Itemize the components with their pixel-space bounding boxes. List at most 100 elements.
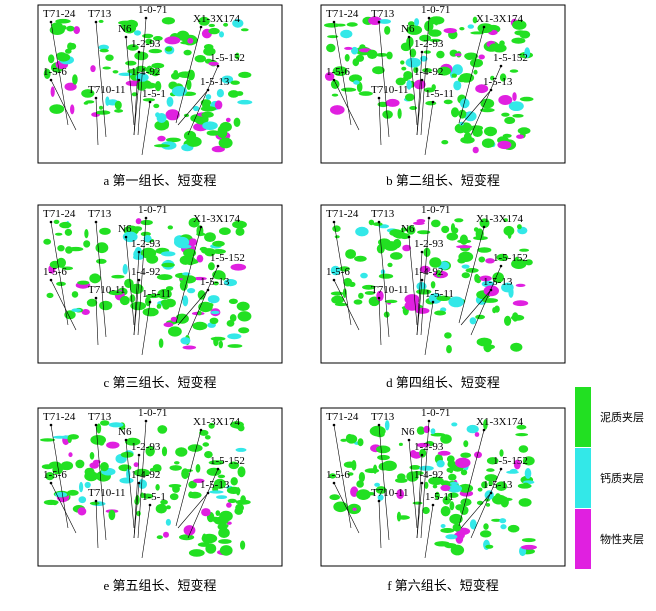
facies-patch [437, 66, 451, 76]
facies-patch [518, 498, 532, 507]
facies-patch [155, 503, 167, 514]
well-point [49, 423, 53, 427]
well-label: X1-3X174 [476, 213, 524, 225]
well-label: 1-2-93 [131, 238, 161, 250]
facies-patch [472, 59, 482, 63]
facies-patch [334, 302, 348, 307]
facies-patch [360, 272, 368, 279]
well-label: T713 [371, 208, 395, 220]
facies-patch [395, 478, 408, 483]
facies-patch [98, 19, 104, 23]
facies-patch [345, 249, 356, 259]
well-trace [177, 89, 209, 126]
well-point [124, 438, 128, 442]
facies-patch [136, 510, 141, 517]
facies-patch [175, 447, 188, 457]
facies-patch [521, 538, 536, 543]
well-point [377, 20, 381, 24]
facies-patch [55, 18, 71, 24]
well-point [94, 423, 98, 427]
facies-patch [384, 420, 390, 431]
facies-patch [400, 60, 405, 65]
well-point [489, 88, 493, 92]
facies-patch [479, 218, 490, 228]
facies-patch [156, 274, 173, 281]
well-label: 1-0-71 [421, 407, 450, 419]
well-trace [420, 217, 430, 336]
facies-patch [518, 445, 529, 453]
facies-patch [142, 493, 154, 499]
facies-patch [494, 305, 500, 313]
facies-patch [475, 228, 484, 240]
facies-patch [221, 75, 234, 84]
facies-patch [165, 518, 171, 526]
facies-patch [341, 87, 357, 92]
facies-patch [240, 28, 249, 32]
facies-patch [416, 442, 430, 448]
facies-patch [356, 81, 363, 93]
well-point [49, 220, 53, 224]
well-label: N6 [118, 426, 132, 438]
facies-patch [432, 484, 438, 489]
facies-patch [232, 18, 244, 28]
well-label: 1-5-152 [210, 52, 245, 64]
well-trace [470, 65, 502, 136]
facies-patch [451, 107, 459, 118]
well-point [482, 225, 486, 229]
well-point [427, 419, 431, 423]
facies-patch [402, 244, 411, 252]
facies-patch [48, 54, 55, 64]
facies-patch [466, 424, 479, 434]
facies-patch [198, 16, 210, 26]
facies-patch [81, 309, 90, 315]
facies-patch [73, 26, 80, 35]
facies-patch [66, 489, 79, 496]
facies-patch [66, 25, 75, 32]
facies-patch [499, 40, 505, 47]
well-point [94, 96, 98, 100]
well-point [332, 278, 336, 282]
facies-patch [440, 484, 451, 492]
facies-patch [217, 474, 226, 479]
facies-patch [324, 23, 340, 28]
facies-patch [474, 273, 480, 283]
well-label: 1-5-11 [425, 491, 454, 503]
facies-patch [134, 51, 149, 61]
facies-patch [125, 437, 141, 446]
facies-patch [446, 345, 452, 354]
facies-patch [61, 25, 67, 30]
facies-patch [357, 438, 364, 447]
facies-patch [131, 92, 138, 97]
facies-patch [460, 452, 472, 458]
facies-patch [226, 502, 232, 508]
facies-patch [492, 272, 504, 283]
facies-patch [187, 444, 203, 452]
facies-patch [384, 26, 391, 35]
facies-patch [158, 338, 164, 348]
well-label: 1-5-13 [200, 276, 230, 288]
facies-patch [89, 462, 99, 469]
facies-patch [463, 132, 472, 143]
facies-patch [217, 125, 226, 137]
facies-patch [340, 29, 353, 39]
facies-patch [354, 255, 367, 262]
facies-patch [483, 419, 488, 430]
facies-patch [358, 472, 365, 483]
facies-patch [344, 54, 350, 62]
panel-caption: a 第一组长、短变程 [103, 173, 216, 188]
facies-patch [372, 222, 383, 226]
well-trace [50, 279, 77, 331]
facies-patch [114, 100, 122, 110]
facies-patch [201, 111, 214, 118]
facies-patch [180, 337, 191, 345]
facies-patch [469, 317, 477, 325]
facies-patch [489, 43, 502, 51]
facies-patch [142, 307, 159, 317]
facies-patch [208, 262, 215, 271]
facies-patch [452, 64, 463, 76]
facies-patch [460, 98, 470, 109]
facies-patch [169, 493, 179, 501]
well-label: X1-3X174 [476, 13, 524, 25]
well-trace [187, 265, 219, 336]
